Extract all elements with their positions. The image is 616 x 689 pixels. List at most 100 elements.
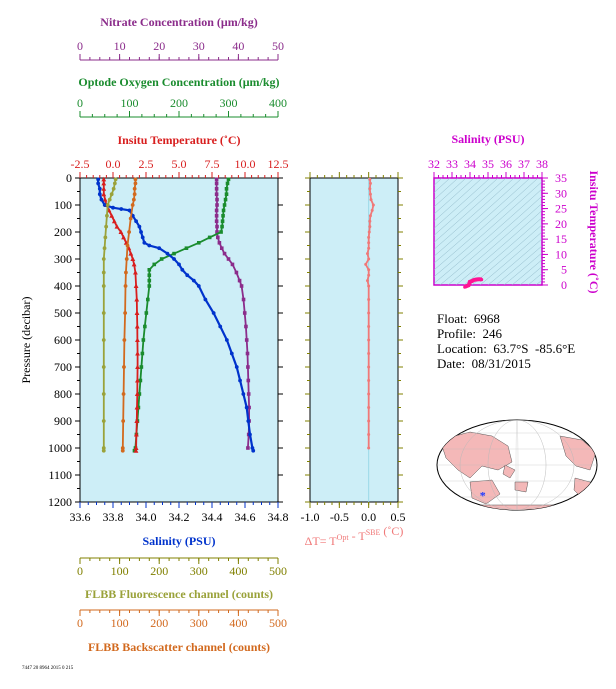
delta-t-point — [365, 252, 369, 256]
delta-t-point — [367, 365, 371, 369]
salinity-point — [140, 235, 145, 240]
fluorescence-tick-label: 500 — [269, 564, 287, 578]
ts-x-tick-label: 33 — [446, 157, 458, 171]
oxygen-tick-label: 0 — [77, 96, 83, 110]
backscatter-point — [121, 419, 126, 423]
ts-y-tick-label: 35 — [555, 171, 567, 185]
oxygen-point — [147, 273, 152, 277]
backscatter-point — [120, 448, 125, 453]
float-id-row: Float: 6968 — [437, 311, 575, 326]
backscatter-point — [132, 192, 137, 197]
ts-point — [463, 284, 468, 289]
oxygen-point — [226, 177, 231, 182]
oxygen-point — [184, 246, 189, 250]
ts-density-contour — [434, 178, 523, 257]
fluorescence-point — [101, 392, 106, 396]
temperature-point — [101, 186, 107, 191]
salinity-point — [224, 338, 229, 342]
salinity-point — [139, 230, 143, 234]
nitrate-point — [246, 378, 251, 383]
nitrate-point — [215, 230, 219, 234]
pressure-axis-label: Pressure (decibar) — [19, 297, 33, 384]
oxygen-point — [132, 448, 137, 453]
delta-t-point — [368, 181, 372, 185]
salinity-point — [211, 311, 216, 315]
oxygen-point — [136, 405, 141, 410]
delta-t-point — [368, 214, 372, 218]
temperature-point — [109, 213, 115, 218]
nitrate-point — [246, 365, 250, 369]
oxygen-point — [140, 351, 145, 356]
oxygen-point — [147, 268, 152, 272]
backscatter-point — [122, 338, 127, 342]
delta-t-point — [367, 311, 371, 315]
ts-y-tick-label: 20 — [555, 217, 567, 231]
oxygen-point — [146, 297, 150, 302]
temperature-point — [134, 418, 140, 423]
backscatter-tick-label: 500 — [269, 616, 287, 630]
globe-continent — [469, 479, 501, 505]
float-value: 6968 — [473, 311, 500, 326]
oxygen-tick-label: 400 — [269, 96, 287, 110]
nitrate-axis-label: Nitrate Concentration (μm/kg) — [100, 15, 257, 29]
oxygen-point — [207, 235, 212, 240]
delta-t-point — [367, 230, 371, 234]
pressure-tick-label: 200 — [54, 225, 72, 239]
delta-t-tick-label: 0.5 — [391, 510, 406, 524]
temperature-point — [121, 234, 126, 240]
nitrate-point — [219, 246, 224, 250]
delta-t-point — [367, 246, 371, 250]
oxygen-point — [172, 251, 176, 256]
globe-continent — [514, 481, 529, 493]
salinity-tick-label: 33.6 — [70, 510, 91, 524]
salinity-point — [234, 365, 239, 369]
globe-continent — [479, 504, 561, 510]
delta-t-point — [367, 406, 371, 409]
delta-t-point — [369, 198, 373, 202]
nitrate-point — [215, 224, 219, 229]
pressure-tick-label: 0 — [66, 171, 72, 185]
backscatter-point — [130, 203, 135, 207]
ts-density-contour — [434, 178, 483, 222]
ts-point — [480, 278, 484, 282]
temperature-tick-label: -2.5 — [71, 157, 90, 171]
oxygen-point — [147, 284, 152, 288]
salinity-point — [246, 419, 251, 423]
ts-density-contour — [434, 178, 451, 193]
backscatter-point — [121, 392, 126, 396]
fluorescence-point — [111, 186, 116, 191]
nitrate-point — [214, 181, 219, 186]
ts-density-contour — [495, 245, 542, 285]
nitrate-point — [215, 203, 219, 207]
temperature-tick-label: 5.0 — [172, 157, 187, 171]
ts-density-contour — [434, 178, 539, 271]
delta-t-label-part: ΔT= T — [305, 534, 338, 548]
ts-x-tick-label: 35 — [482, 157, 494, 171]
nitrate-tick-label: 40 — [232, 39, 244, 53]
salinity-point — [172, 257, 176, 261]
salinity-point — [99, 197, 104, 202]
globe-continent — [559, 435, 597, 471]
nitrate-point — [214, 187, 219, 191]
fluorescence-point — [101, 338, 106, 342]
salinity-point — [203, 297, 208, 302]
salinity-point — [185, 273, 190, 278]
temperature-tick-label: 2.5 — [139, 157, 154, 171]
backscatter-tick-label: 100 — [111, 616, 129, 630]
salinity-point — [119, 207, 124, 211]
temperature-point — [101, 191, 107, 197]
oxygen-point — [141, 338, 146, 342]
ts-x-tick-label: 32 — [428, 157, 440, 171]
float-location-marker: * — [480, 488, 486, 502]
delta-t-point — [371, 203, 375, 207]
oxygen-point — [137, 392, 142, 396]
delta-t-point — [367, 235, 371, 239]
delta-t-point — [367, 241, 371, 245]
temperature-point — [135, 377, 140, 383]
profile-panel: 0100200300400500600700800900100011001200… — [19, 15, 289, 654]
oxygen-point — [159, 257, 164, 261]
globe-map: * — [436, 419, 598, 511]
fluorescence-point — [101, 257, 106, 261]
backscatter-point — [123, 311, 128, 315]
fluorescence-point — [103, 235, 108, 240]
